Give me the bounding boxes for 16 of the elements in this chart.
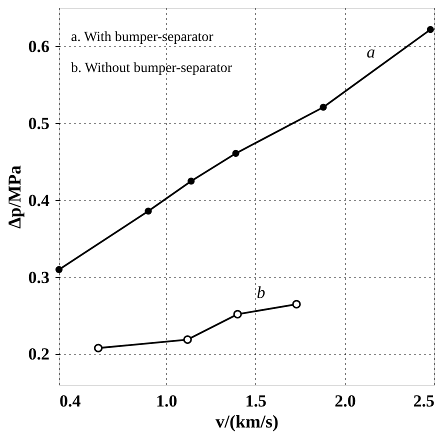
annotation: a. With bumper-separator bbox=[71, 30, 214, 45]
y-tick-label: 0.6 bbox=[28, 36, 50, 56]
y-tick-label: 0.3 bbox=[28, 268, 50, 287]
annotation: b. Without bumper-separator bbox=[71, 61, 232, 76]
x-tick-label: 2.0 bbox=[334, 392, 356, 410]
y-axis-title: Δp/MPa bbox=[4, 165, 24, 229]
x-tick-label: 0.4 bbox=[60, 392, 82, 410]
y-tick-label: 0.4 bbox=[28, 190, 50, 210]
x-axis-title: v/(km/s) bbox=[216, 412, 279, 432]
series-label: a bbox=[366, 42, 376, 62]
y-tick-label: 0.5 bbox=[28, 114, 50, 133]
x-tick-label: 1.0 bbox=[156, 392, 178, 410]
y-tick-label: 0.2 bbox=[28, 344, 50, 364]
series-label: b bbox=[256, 283, 266, 302]
x-tick-label: 2.5 bbox=[413, 392, 434, 410]
x-tick-label: 1.5 bbox=[245, 392, 267, 410]
